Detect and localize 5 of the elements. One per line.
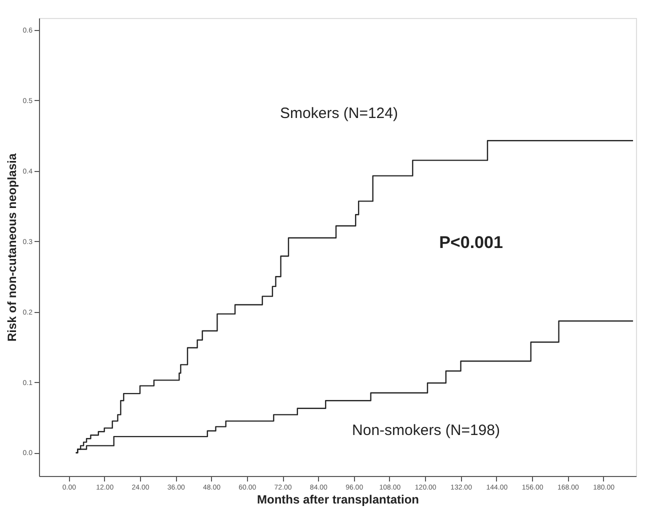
- annotation: P<0.001: [439, 233, 503, 252]
- x-axis-title: Months after transplantation: [256, 492, 420, 506]
- series-label: Non-smokers (N=198): [352, 422, 500, 439]
- y-axis-title: Risk of non-cutaneous neoplasia: [4, 153, 19, 342]
- text: Smokers (N=124): [280, 105, 398, 122]
